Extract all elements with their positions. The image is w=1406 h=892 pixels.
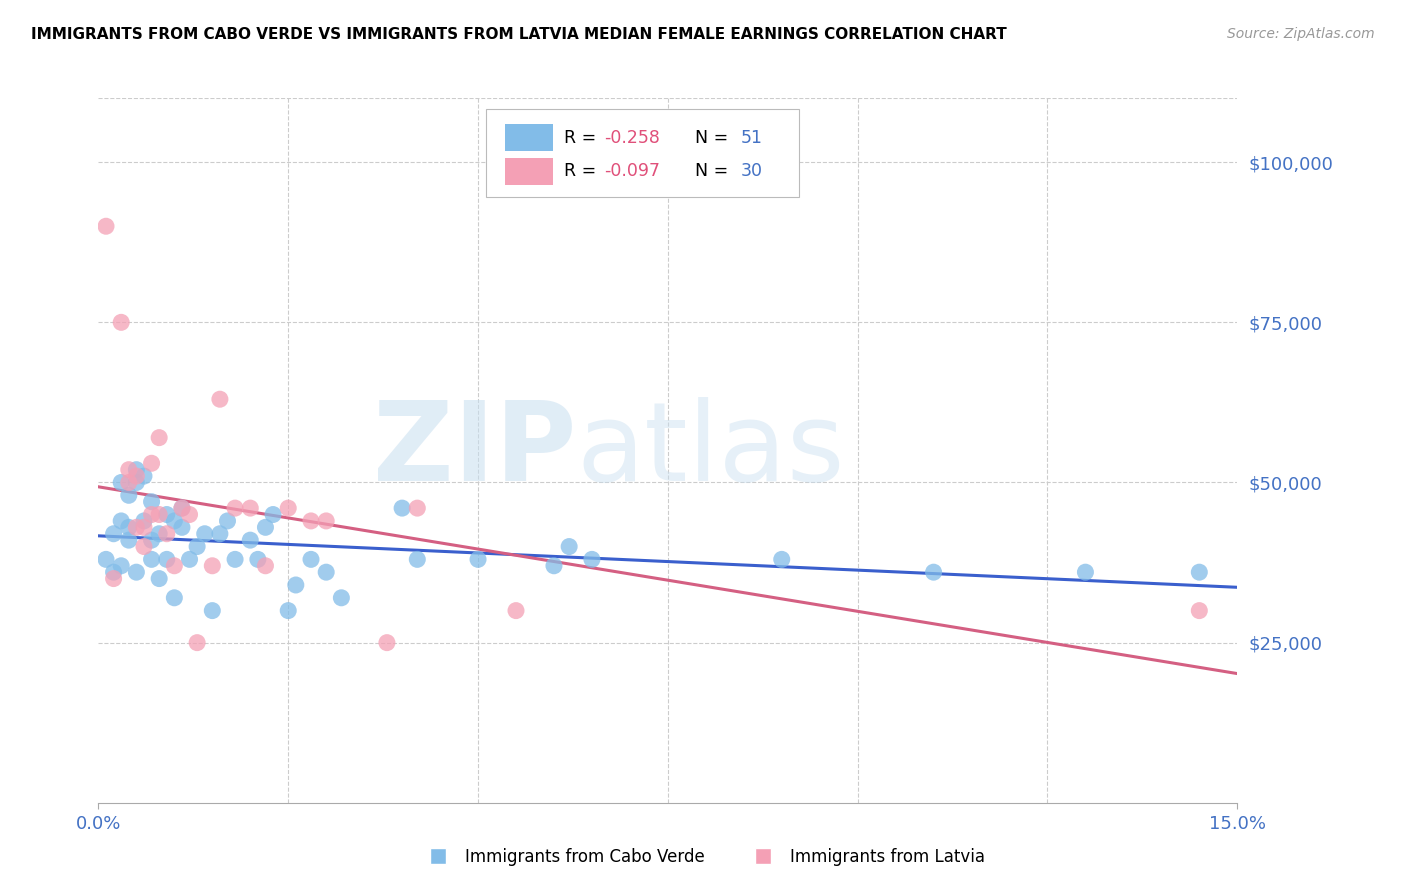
- Point: [277, 501, 299, 516]
- Point: [141, 533, 163, 548]
- Point: [103, 526, 125, 541]
- Text: -0.258: -0.258: [605, 128, 659, 146]
- Point: [208, 392, 231, 407]
- Point: [315, 514, 337, 528]
- Point: [254, 520, 277, 534]
- Point: [770, 552, 793, 566]
- Point: [132, 540, 155, 554]
- Point: [94, 552, 117, 566]
- Point: [118, 520, 141, 534]
- Point: [505, 604, 527, 618]
- Point: [118, 475, 141, 490]
- Point: [110, 514, 132, 528]
- Point: [922, 565, 945, 579]
- Legend: Immigrants from Cabo Verde, Immigrants from Latvia: Immigrants from Cabo Verde, Immigrants f…: [415, 842, 991, 873]
- Point: [581, 552, 603, 566]
- Point: [103, 572, 125, 586]
- Point: [118, 463, 141, 477]
- Point: [141, 494, 163, 508]
- Point: [110, 315, 132, 329]
- Point: [299, 552, 322, 566]
- Point: [284, 578, 307, 592]
- Text: R =: R =: [564, 128, 602, 146]
- Point: [141, 508, 163, 522]
- Point: [406, 552, 429, 566]
- Text: 51: 51: [741, 128, 762, 146]
- Point: [543, 558, 565, 573]
- Point: [103, 565, 125, 579]
- Point: [125, 463, 148, 477]
- Point: [186, 540, 208, 554]
- Point: [148, 526, 170, 541]
- Point: [148, 508, 170, 522]
- Text: R =: R =: [564, 162, 602, 180]
- Point: [330, 591, 353, 605]
- Point: [141, 552, 163, 566]
- Text: Source: ZipAtlas.com: Source: ZipAtlas.com: [1227, 27, 1375, 41]
- Point: [406, 501, 429, 516]
- Text: atlas: atlas: [576, 397, 845, 504]
- Point: [558, 540, 581, 554]
- Point: [125, 520, 148, 534]
- Point: [125, 469, 148, 483]
- Point: [110, 558, 132, 573]
- Point: [1074, 565, 1097, 579]
- Point: [1188, 604, 1211, 618]
- Point: [179, 552, 201, 566]
- Point: [239, 501, 262, 516]
- Point: [262, 508, 284, 522]
- Point: [163, 591, 186, 605]
- Point: [118, 533, 141, 548]
- Point: [1188, 565, 1211, 579]
- Point: [118, 488, 141, 502]
- Point: [224, 501, 246, 516]
- FancyBboxPatch shape: [505, 158, 553, 185]
- Point: [391, 501, 413, 516]
- Point: [201, 604, 224, 618]
- FancyBboxPatch shape: [505, 124, 553, 151]
- Point: [277, 604, 299, 618]
- Point: [239, 533, 262, 548]
- Point: [208, 526, 231, 541]
- Text: N =: N =: [683, 162, 734, 180]
- Point: [132, 520, 155, 534]
- Point: [315, 565, 337, 579]
- Point: [170, 501, 193, 516]
- Point: [156, 552, 179, 566]
- Point: [299, 514, 322, 528]
- Point: [110, 475, 132, 490]
- Point: [156, 526, 179, 541]
- Point: [194, 526, 217, 541]
- Text: -0.097: -0.097: [605, 162, 659, 180]
- Point: [125, 475, 148, 490]
- Text: 30: 30: [741, 162, 762, 180]
- Point: [467, 552, 489, 566]
- Point: [217, 514, 239, 528]
- Point: [148, 572, 170, 586]
- Point: [125, 565, 148, 579]
- Point: [224, 552, 246, 566]
- Text: IMMIGRANTS FROM CABO VERDE VS IMMIGRANTS FROM LATVIA MEDIAN FEMALE EARNINGS CORR: IMMIGRANTS FROM CABO VERDE VS IMMIGRANTS…: [31, 27, 1007, 42]
- Point: [156, 508, 179, 522]
- Text: N =: N =: [683, 128, 734, 146]
- Text: ZIP: ZIP: [374, 397, 576, 504]
- Point: [186, 635, 208, 649]
- Point: [179, 508, 201, 522]
- Point: [141, 456, 163, 470]
- Point: [163, 514, 186, 528]
- Point: [163, 558, 186, 573]
- Point: [94, 219, 117, 234]
- Point: [201, 558, 224, 573]
- Point: [132, 469, 155, 483]
- FancyBboxPatch shape: [485, 109, 799, 197]
- Point: [170, 520, 193, 534]
- Point: [254, 558, 277, 573]
- Point: [246, 552, 269, 566]
- Point: [132, 514, 155, 528]
- Point: [375, 635, 398, 649]
- Point: [170, 501, 193, 516]
- Point: [148, 431, 170, 445]
